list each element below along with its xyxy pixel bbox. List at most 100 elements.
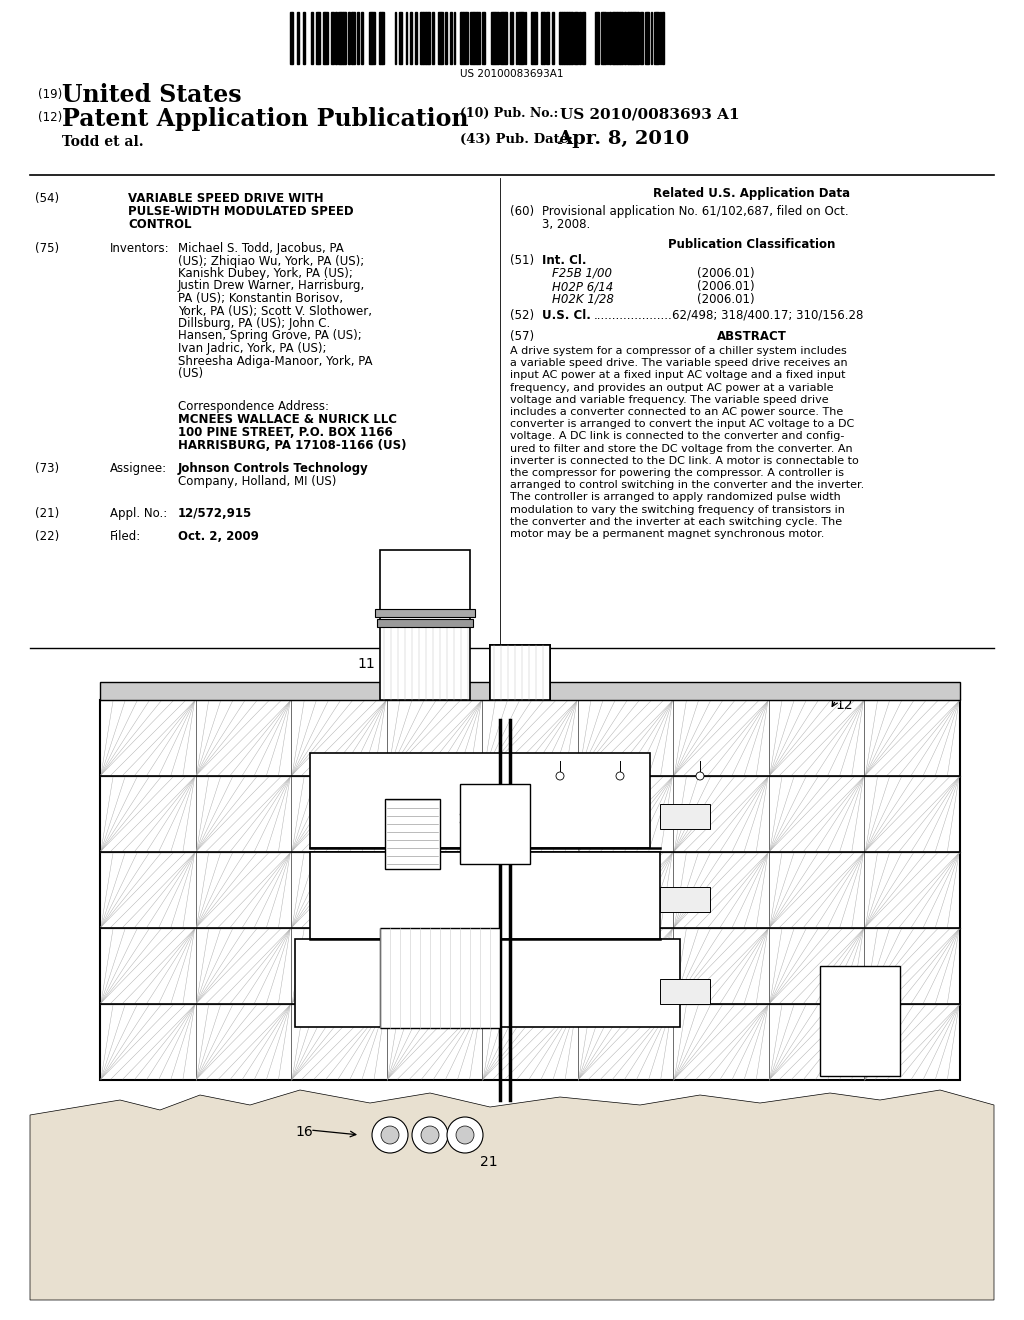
Bar: [542, 12, 544, 63]
Text: arranged to control switching in the converter and the inverter.: arranged to control switching in the con…: [510, 480, 864, 490]
Bar: [380, 550, 470, 624]
Bar: [614, 12, 617, 63]
Text: United States: United States: [62, 83, 242, 107]
Polygon shape: [30, 1090, 994, 1300]
Bar: [564, 12, 567, 63]
Text: H02P 6/14: H02P 6/14: [552, 280, 613, 293]
Text: Ivan Jadric, York, PA (US);: Ivan Jadric, York, PA (US);: [178, 342, 327, 355]
Bar: [375, 609, 475, 616]
Bar: [617, 12, 620, 63]
Text: (2006.01): (2006.01): [697, 293, 755, 306]
Text: converter is arranged to convert the input AC voltage to a DC: converter is arranged to convert the inp…: [510, 420, 854, 429]
Bar: [441, 12, 443, 63]
Text: (12): (12): [38, 111, 62, 124]
Circle shape: [456, 1126, 474, 1144]
Bar: [574, 12, 575, 63]
Text: Justin Drew Warner, Harrisburg,: Justin Drew Warner, Harrisburg,: [178, 280, 366, 293]
Circle shape: [421, 1126, 439, 1144]
Bar: [423, 12, 426, 63]
Text: 16: 16: [295, 1125, 312, 1139]
Text: The controller is arranged to apply randomized pulse width: The controller is arranged to apply rand…: [510, 492, 841, 503]
Text: Oct. 2, 2009: Oct. 2, 2009: [178, 531, 259, 543]
Bar: [415, 12, 417, 63]
Bar: [421, 12, 423, 63]
Text: Shreesha Adiga-Manoor, York, PA: Shreesha Adiga-Manoor, York, PA: [178, 355, 373, 367]
Text: HARRISBURG, PA 17108-1166 (US): HARRISBURG, PA 17108-1166 (US): [178, 440, 407, 451]
Text: Inventors:: Inventors:: [110, 242, 170, 255]
Bar: [461, 12, 463, 63]
Text: modulation to vary the switching frequency of transistors in: modulation to vary the switching frequen…: [510, 504, 845, 515]
Bar: [290, 12, 292, 63]
Text: Provisional application No. 61/102,687, filed on Oct.: Provisional application No. 61/102,687, …: [542, 205, 849, 218]
Bar: [569, 12, 572, 63]
Bar: [522, 12, 524, 63]
Bar: [620, 12, 622, 63]
Bar: [466, 12, 468, 63]
Bar: [318, 12, 319, 63]
Text: 14: 14: [505, 653, 522, 668]
Text: .....................: .....................: [594, 309, 673, 322]
Bar: [567, 12, 569, 63]
Text: US 20100083693A1: US 20100083693A1: [460, 69, 564, 79]
Text: voltage and variable frequency. The variable speed drive: voltage and variable frequency. The vari…: [510, 395, 828, 405]
Text: Publication Classification: Publication Classification: [669, 238, 836, 251]
Text: Int. Cl.: Int. Cl.: [542, 253, 587, 267]
Bar: [338, 12, 340, 63]
Bar: [635, 12, 638, 63]
Text: Filed:: Filed:: [110, 531, 141, 543]
Bar: [460, 784, 530, 863]
Text: 21: 21: [480, 1155, 498, 1170]
Bar: [603, 12, 606, 63]
Polygon shape: [310, 851, 660, 944]
Bar: [331, 12, 334, 63]
Text: Michael S. Todd, Jacobus, PA: Michael S. Todd, Jacobus, PA: [178, 242, 344, 255]
Bar: [343, 12, 345, 63]
Text: input AC power at a fixed input AC voltage and a fixed input: input AC power at a fixed input AC volta…: [510, 371, 846, 380]
Text: (51): (51): [510, 253, 535, 267]
Circle shape: [696, 772, 705, 780]
Text: (22): (22): [35, 531, 59, 543]
Bar: [535, 12, 537, 63]
Text: 100 PINE STREET, P.O. BOX 1166: 100 PINE STREET, P.O. BOX 1166: [178, 426, 393, 440]
Text: MCNEES WALLACE & NURICK LLC: MCNEES WALLACE & NURICK LLC: [178, 413, 397, 426]
Bar: [450, 12, 452, 63]
Text: Apr. 8, 2010: Apr. 8, 2010: [557, 129, 689, 148]
Text: 62/498; 318/400.17; 310/156.28: 62/498; 318/400.17; 310/156.28: [672, 309, 863, 322]
Bar: [518, 12, 521, 63]
Bar: [372, 12, 375, 63]
Bar: [628, 12, 631, 63]
Text: 23: 23: [432, 972, 447, 985]
Text: motor may be a permanent magnet synchronous motor.: motor may be a permanent magnet synchron…: [510, 529, 824, 539]
Bar: [500, 12, 502, 63]
Bar: [380, 624, 470, 700]
Text: PULSE-WIDTH MODULATED SPEED: PULSE-WIDTH MODULATED SPEED: [128, 205, 353, 218]
Bar: [532, 12, 535, 63]
Text: 27: 27: [350, 871, 366, 884]
Text: frequency, and provides an output AC power at a variable: frequency, and provides an output AC pow…: [510, 383, 834, 392]
Text: 12/572,915: 12/572,915: [178, 507, 252, 520]
Text: the converter and the inverter at each switching cycle. The: the converter and the inverter at each s…: [510, 517, 842, 527]
Polygon shape: [310, 754, 650, 849]
Text: (52): (52): [510, 309, 535, 322]
Text: Dillsburg, PA (US); John C.: Dillsburg, PA (US); John C.: [178, 317, 331, 330]
Text: Company, Holland, MI (US): Company, Holland, MI (US): [178, 475, 336, 488]
Text: voltage. A DC link is connected to the converter and config-: voltage. A DC link is connected to the c…: [510, 432, 845, 441]
Text: (US): (US): [178, 367, 203, 380]
Bar: [595, 12, 598, 63]
Text: (21): (21): [35, 507, 59, 520]
Bar: [477, 12, 480, 63]
Text: includes a converter connected to an AC power source. The: includes a converter connected to an AC …: [510, 407, 843, 417]
Bar: [645, 12, 647, 63]
Bar: [601, 12, 603, 63]
Bar: [482, 12, 484, 63]
Circle shape: [381, 1126, 399, 1144]
Bar: [325, 12, 328, 63]
Bar: [575, 12, 578, 63]
Circle shape: [372, 1117, 408, 1152]
Bar: [654, 12, 656, 63]
Text: ABSTRACT: ABSTRACT: [717, 330, 786, 343]
Bar: [657, 12, 659, 63]
Bar: [399, 12, 402, 63]
Bar: [660, 804, 710, 829]
Bar: [100, 700, 961, 1080]
